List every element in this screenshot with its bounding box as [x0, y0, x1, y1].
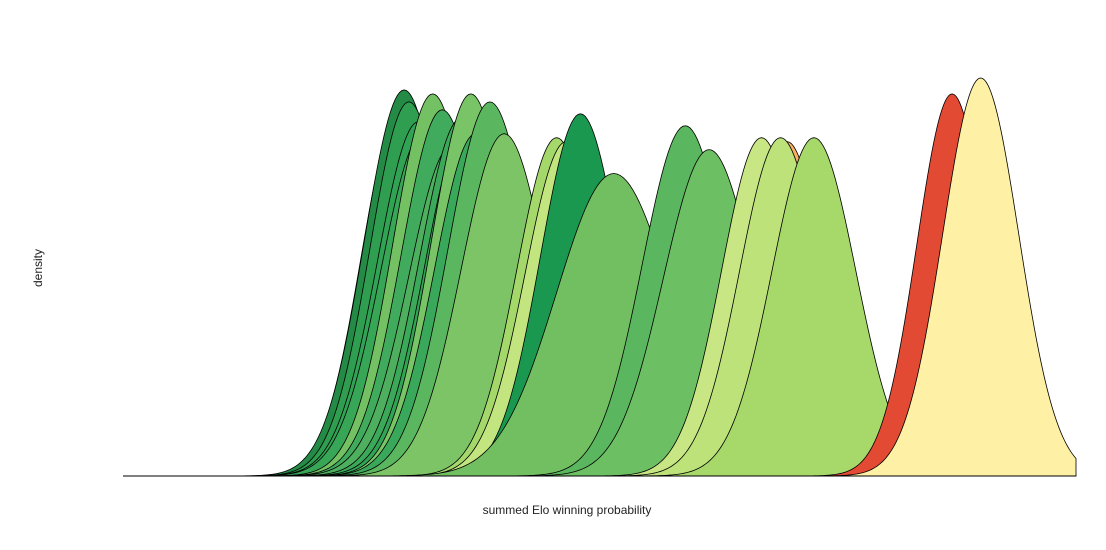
- density-curves: [223, 77, 1077, 477]
- y-axis-label: density: [31, 249, 45, 287]
- density-curve-26: [808, 77, 1077, 477]
- x-axis-label: summed Elo winning probability: [483, 503, 652, 517]
